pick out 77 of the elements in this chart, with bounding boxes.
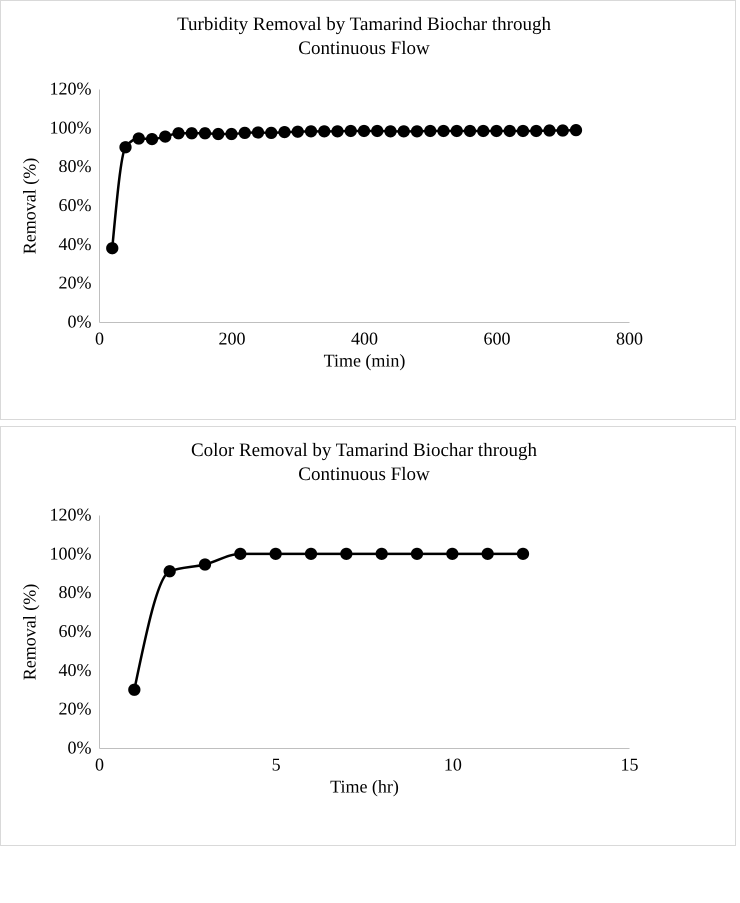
point	[344, 124, 357, 138]
point	[119, 141, 132, 154]
y-tick-label: 100%	[50, 117, 92, 138]
point	[398, 125, 410, 138]
chart-title: Color Removal by Tamarind Biochar through Continuous Flow	[190, 440, 538, 485]
point	[278, 126, 291, 138]
y-tick-label: 40%	[58, 234, 92, 254]
chart-title: Turbidity Removal by Tamarind Biochar through Continuous Flow	[177, 14, 552, 59]
point	[225, 128, 238, 140]
point	[159, 130, 172, 143]
point	[304, 548, 318, 560]
point	[384, 125, 397, 138]
point	[252, 126, 264, 139]
point	[304, 125, 318, 138]
point	[198, 558, 212, 571]
y-tick-label: 0%	[68, 312, 92, 332]
point	[556, 124, 569, 137]
x-tick-label: 200	[218, 328, 246, 348]
point	[446, 548, 458, 560]
point	[331, 125, 344, 138]
x-tick-label: 15	[620, 754, 638, 774]
y-tick-label: 20%	[58, 698, 92, 719]
point	[292, 126, 304, 138]
y-tick-label: 80%	[58, 156, 92, 176]
point	[490, 124, 503, 138]
y-tick-label: 60%	[58, 621, 92, 641]
point	[146, 132, 158, 146]
point	[106, 242, 118, 254]
point	[371, 124, 384, 138]
x-axis-title: Time (hr)	[330, 776, 399, 796]
point	[186, 127, 198, 140]
point	[265, 126, 278, 139]
point	[410, 125, 424, 138]
x-tick-label: 0	[95, 754, 104, 774]
x-tick-label: 10	[444, 754, 462, 774]
x-tick-label: 600	[484, 328, 510, 348]
y-axis-title: Removal (%)	[20, 584, 40, 680]
y-tick-label: 40%	[58, 660, 92, 680]
x-tick-label: 400	[351, 328, 378, 348]
point	[132, 132, 145, 145]
point	[128, 684, 140, 696]
point	[477, 124, 490, 138]
y-tick-label: 80%	[58, 582, 92, 602]
point	[464, 124, 476, 138]
point	[318, 125, 330, 138]
point	[198, 127, 212, 140]
x-tick-label: 5	[272, 754, 281, 774]
y-tick-label: 20%	[58, 272, 92, 293]
x-tick-label: 800	[616, 328, 643, 348]
point	[482, 548, 494, 560]
y-axis-title: Removal (%)	[20, 158, 40, 254]
point	[530, 124, 542, 138]
point	[504, 124, 516, 138]
point	[234, 548, 246, 560]
y-tick-label: 0%	[68, 738, 92, 758]
point	[410, 548, 424, 560]
point	[212, 128, 224, 140]
point	[543, 124, 556, 137]
x-axis-title: Time (min)	[324, 350, 406, 370]
x-tick-label: 0	[95, 328, 104, 348]
point	[437, 124, 450, 138]
point	[516, 124, 530, 138]
point	[424, 124, 436, 138]
point	[270, 548, 282, 560]
point	[340, 548, 352, 560]
point	[172, 127, 185, 140]
point	[358, 124, 370, 138]
point	[450, 124, 463, 138]
point	[570, 124, 582, 136]
point	[376, 548, 388, 560]
y-tick-label: 120%	[50, 504, 92, 524]
point	[238, 126, 251, 139]
y-tick-label: 120%	[50, 78, 92, 98]
y-tick-label: 60%	[58, 195, 92, 215]
point	[164, 565, 176, 578]
y-tick-label: 100%	[50, 543, 92, 564]
point	[516, 548, 530, 560]
